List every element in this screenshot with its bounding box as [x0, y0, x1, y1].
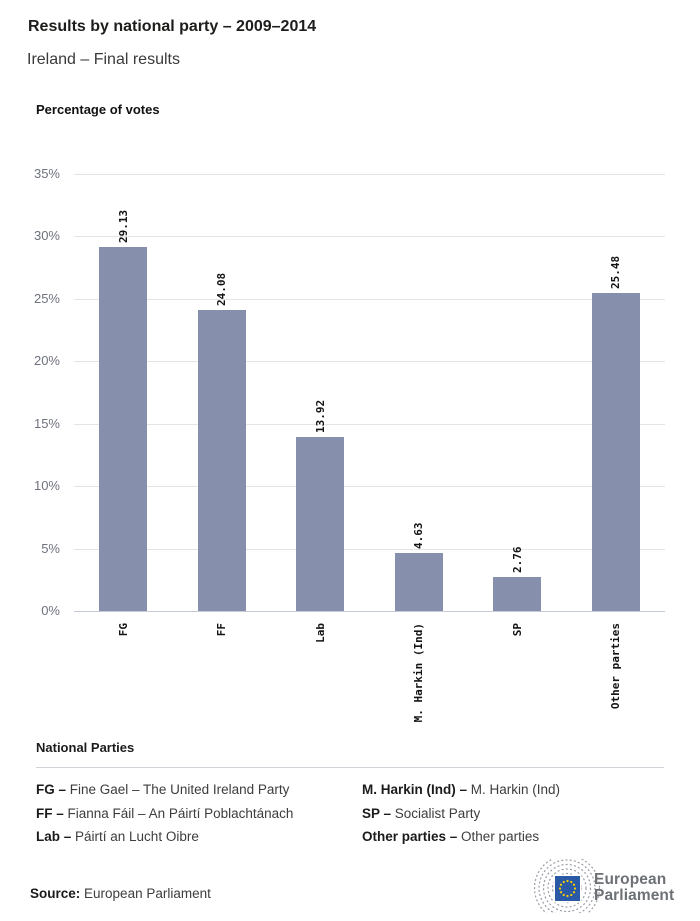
- ep-logo-text: European Parliament: [594, 872, 674, 903]
- gridline-25pct: [74, 299, 665, 300]
- legend-item-abbr: Other parties –: [362, 829, 458, 844]
- legend-column-1: FG – Fine Gael – The United Ireland Part…: [36, 778, 362, 849]
- y-axis-tick-25pct: 25%: [33, 291, 60, 306]
- source-text: European Parliament: [84, 886, 211, 901]
- european-parliament-logo: European Parliament: [525, 859, 685, 913]
- bar-value-text: 25.48: [609, 255, 623, 289]
- bar-value-text: 13.92: [313, 399, 327, 433]
- bar-FF: [198, 310, 246, 611]
- legend-item-abbr: M. Harkin (Ind) –: [362, 782, 468, 797]
- legend-item-name: Fine Gael – The United Ireland Party: [66, 782, 290, 797]
- legend-item-abbr: Lab –: [36, 829, 72, 844]
- x-axis-label-text: M. Harkin (Ind): [412, 623, 426, 723]
- chart-title: Percentage of votes: [36, 102, 160, 117]
- legend-item-name: Socialist Party: [391, 805, 481, 821]
- ep-logo-text-line1: European: [594, 871, 667, 888]
- legend-item: FF – Fianna Fáil – An Páirtí Poblachtána…: [36, 802, 362, 826]
- page-title: Results by national party – 2009–2014: [28, 18, 317, 35]
- legend-item: FG – Fine Gael – The United Ireland Part…: [36, 778, 362, 802]
- legend-column-2: M. Harkin (Ind) – M. Harkin (Ind) SP – So…: [362, 778, 664, 849]
- bar-M. Harkin (Ind): [395, 553, 443, 611]
- gridline-35pct: [74, 174, 665, 175]
- legend-item: Other parties – Other parties: [362, 825, 664, 849]
- bar-Lab: [296, 437, 344, 611]
- legend-item-abbr: FF –: [36, 805, 64, 821]
- legend-item-name: Other parties: [457, 829, 540, 844]
- legend-item-name: M. Harkin (Ind): [467, 782, 561, 797]
- legend-item: Lab – Páirtí an Lucht Oibre: [36, 825, 362, 849]
- bar-value-text: 4.63: [412, 522, 426, 550]
- bar-value-text: 24.08: [215, 272, 229, 306]
- source-label: Source:: [30, 886, 81, 901]
- ep-logo-text-line2: Parliament: [594, 886, 675, 904]
- legend-item: SP – Socialist Party: [362, 802, 664, 826]
- source-line: Source: European Parliament: [30, 886, 211, 901]
- bar-value-text: 2.76: [510, 546, 524, 574]
- gridline-5pct: [74, 549, 665, 550]
- y-axis-tick-20pct: 20%: [33, 353, 60, 368]
- legend-divider: [36, 767, 664, 768]
- national-parties-legend: National Parties FG – Fine Gael – The Un…: [36, 740, 664, 849]
- y-axis-tick-10pct: 10%: [33, 478, 60, 493]
- gridline-30pct: [74, 236, 665, 237]
- y-axis-tick-5pct: 5%: [41, 541, 60, 556]
- y-axis-tick-0pct: 0%: [41, 603, 60, 618]
- bar-SP: [493, 577, 541, 611]
- gridline-20pct: [74, 361, 665, 362]
- bar-Other parties: [592, 293, 640, 611]
- bar-value-text: 29.13: [116, 209, 130, 243]
- legend-item: M. Harkin (Ind) – M. Harkin (Ind): [362, 778, 664, 802]
- gridline-15pct: [74, 424, 665, 425]
- gridline-10pct: [74, 486, 665, 487]
- y-axis-tick-30pct: 30%: [33, 228, 60, 243]
- x-axis-label-text: FG: [116, 623, 130, 637]
- gridline-0pct: [74, 611, 665, 612]
- legend-columns: FG – Fine Gael – The United Ireland Part…: [36, 768, 664, 849]
- page-subtitle: Ireland – Final results: [27, 51, 180, 68]
- x-axis-label-text: Lab: [313, 623, 327, 643]
- y-axis-tick-35pct: 35%: [33, 166, 60, 181]
- y-axis-tick-15pct: 15%: [33, 416, 60, 431]
- x-axis-label-text: Other parties: [609, 623, 623, 710]
- legend-item-abbr: FG –: [36, 782, 67, 797]
- legend-heading: National Parties: [36, 740, 135, 755]
- legend-item-abbr: SP –: [362, 805, 392, 821]
- bar-FG: [99, 247, 147, 611]
- x-axis-label-text: SP: [510, 623, 524, 637]
- x-axis-label-text: FF: [215, 623, 229, 637]
- bar-chart-plot-area: 0% 5% 10% 15% 20% 25% 30% 35% 29.13 FG 24.08 FF 13.9…: [33, 166, 665, 723]
- legend-item-name: Fianna Fáil – An Páirtí Poblachtánach: [63, 805, 294, 821]
- legend-item-name: Páirtí an Lucht Oibre: [71, 829, 199, 844]
